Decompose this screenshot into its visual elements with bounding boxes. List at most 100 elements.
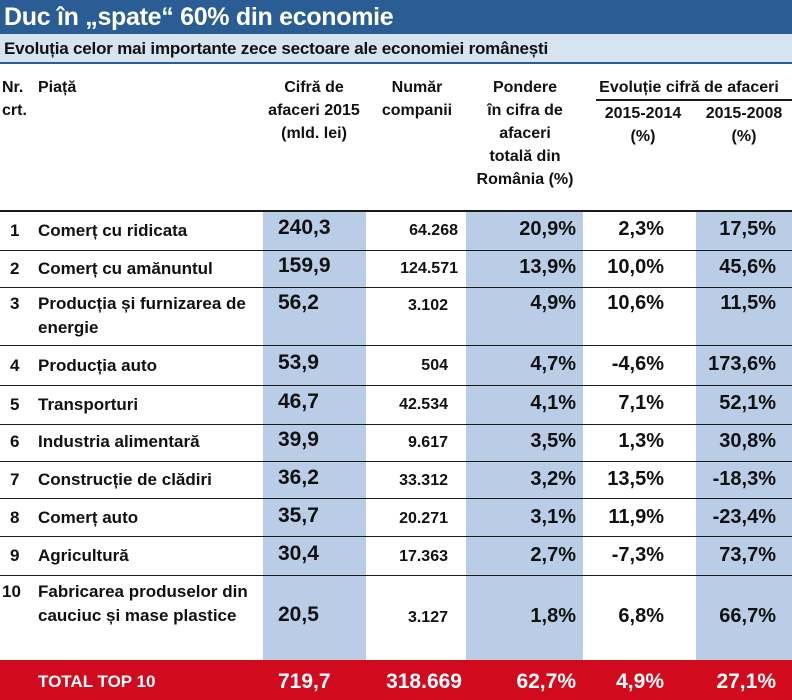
header-numar: Număr companii xyxy=(370,76,464,122)
table-subtitle: Evoluția celor mai importante zece secto… xyxy=(0,34,792,64)
row-separator xyxy=(0,575,792,576)
row-separator xyxy=(0,287,792,288)
row-pondere: 4,9% xyxy=(530,292,576,314)
header-pondere-line: Pondere xyxy=(492,79,557,96)
row-pondere: 3,5% xyxy=(530,430,576,452)
row-ev1: 6,8% xyxy=(618,605,664,627)
row-nr: 3 xyxy=(10,294,20,313)
row-pondere: 4,1% xyxy=(530,392,576,414)
total-row xyxy=(0,660,792,700)
row-pondere: 3,1% xyxy=(530,506,576,528)
row-separator xyxy=(0,498,792,499)
row-name: Industria alimentară xyxy=(38,432,200,451)
header-pondere-line: afaceri xyxy=(499,125,551,142)
row-separator xyxy=(0,345,792,346)
row-numar: 3.102 xyxy=(407,297,448,314)
row-cifra: 39,9 xyxy=(278,428,319,451)
row-pondere: 4,7% xyxy=(530,353,576,375)
row-pondere: 2,7% xyxy=(530,544,576,566)
total-label: TOTAL TOP 10 xyxy=(38,672,156,691)
row-separator xyxy=(0,424,792,425)
row-name: Comerț cu ridicata xyxy=(38,221,188,240)
row-ev2: -23,4% xyxy=(712,506,776,528)
header-ev1: 2015-2014 (%) xyxy=(590,102,696,148)
header-nr-line: crt. xyxy=(2,102,27,119)
total-ev1: 4,9% xyxy=(616,670,664,693)
ev2-column-shade xyxy=(696,211,792,660)
row-cifra: 46,7 xyxy=(278,390,319,413)
row-numar: 33.312 xyxy=(399,472,448,489)
row-nr: 8 xyxy=(10,508,20,527)
row-cifra: 20,5 xyxy=(278,603,319,626)
row-name: Producția și furnizarea de energie xyxy=(38,294,246,337)
total-cifra: 719,7 xyxy=(278,670,331,693)
header-evolutie-underline xyxy=(596,99,792,101)
row-name: Construcție de clădiri xyxy=(38,470,212,489)
row-ev1: -7,3% xyxy=(611,544,664,566)
header-separator xyxy=(0,210,792,212)
row-numar: 9.617 xyxy=(407,434,448,451)
row-name: Fabricarea produselor din cauciuc și mas… xyxy=(38,582,248,625)
row-cifra: 56,2 xyxy=(278,291,319,314)
row-nr: 6 xyxy=(10,432,20,451)
row-ev2: 173,6% xyxy=(708,353,776,375)
header-numar-line: Număr xyxy=(391,79,443,96)
row-cifra: 30,4 xyxy=(278,542,319,565)
row-ev2: 11,5% xyxy=(720,292,776,314)
row-pondere: 13,9% xyxy=(519,256,576,278)
row-cifra: 240,3 xyxy=(278,216,331,239)
row-ev1: 1,3% xyxy=(618,430,664,452)
row-ev2: 45,6% xyxy=(719,256,776,278)
row-separator xyxy=(0,461,792,462)
header-pondere: Pondere în cifra de afaceri totală din R… xyxy=(462,76,588,191)
row-numar: 20.271 xyxy=(399,510,448,527)
row-numar: 3.127 xyxy=(407,609,448,626)
row-separator xyxy=(0,250,792,251)
row-ev2: 30,8% xyxy=(719,430,776,452)
row-name: Comerț auto xyxy=(38,508,139,527)
row-numar: 17.363 xyxy=(399,548,448,565)
row-separator xyxy=(0,385,792,386)
row-numar: 42.534 xyxy=(399,396,448,413)
row-ev1: 13,5% xyxy=(607,468,664,490)
header-ev1-line: (%) xyxy=(630,128,656,145)
header-nr: Nr. crt. xyxy=(2,76,27,122)
row-ev1: 7,1% xyxy=(618,392,664,414)
header-ev2-line: 2015-2008 xyxy=(705,105,783,122)
row-name: Transporturi xyxy=(38,395,139,414)
row-ev2: 52,1% xyxy=(719,392,776,414)
header-cifra-line: Cifră de xyxy=(284,79,344,96)
row-cifra: 53,9 xyxy=(278,351,319,374)
row-numar: 64.268 xyxy=(409,222,458,239)
header-ev2-line: (%) xyxy=(731,128,757,145)
header-pondere-line: în cifra de xyxy=(487,102,563,119)
header-pondere-line: România (%) xyxy=(476,171,574,188)
row-nr: 2 xyxy=(10,259,20,278)
row-numar: 504 xyxy=(421,357,448,374)
row-ev2: 17,5% xyxy=(719,218,776,240)
row-nr: 10 xyxy=(2,582,21,601)
row-ev1: 10,6% xyxy=(607,292,664,314)
cifra-column-shade xyxy=(263,211,366,660)
row-name: Comerț cu amănuntul xyxy=(38,259,213,278)
header-evolutie: Evoluție cifră de afaceri xyxy=(599,79,779,96)
row-pondere: 1,8% xyxy=(530,605,576,627)
row-ev2: 73,7% xyxy=(719,544,776,566)
row-ev1: 10,0% xyxy=(607,256,664,278)
row-nr: 5 xyxy=(10,395,20,414)
row-nr: 1 xyxy=(10,221,20,240)
header-ev1-line: 2015-2014 xyxy=(604,105,682,122)
row-ev1: 11,9% xyxy=(608,506,664,528)
total-numar: 318.669 xyxy=(386,670,462,693)
total-ev2: 27,1% xyxy=(716,670,776,693)
row-ev2: 66,7% xyxy=(719,605,776,627)
row-cifra: 159,9 xyxy=(278,254,331,277)
pondere-column-shade xyxy=(466,211,583,660)
header-numar-line: companii xyxy=(381,102,453,119)
row-nr: 7 xyxy=(10,470,20,489)
row-ev1: -4,6% xyxy=(611,353,664,375)
row-cifra: 35,7 xyxy=(278,504,319,527)
header-ev2: 2015-2008 (%) xyxy=(696,102,792,148)
row-pondere: 3,2% xyxy=(530,468,576,490)
total-pondere: 62,7% xyxy=(516,670,576,693)
